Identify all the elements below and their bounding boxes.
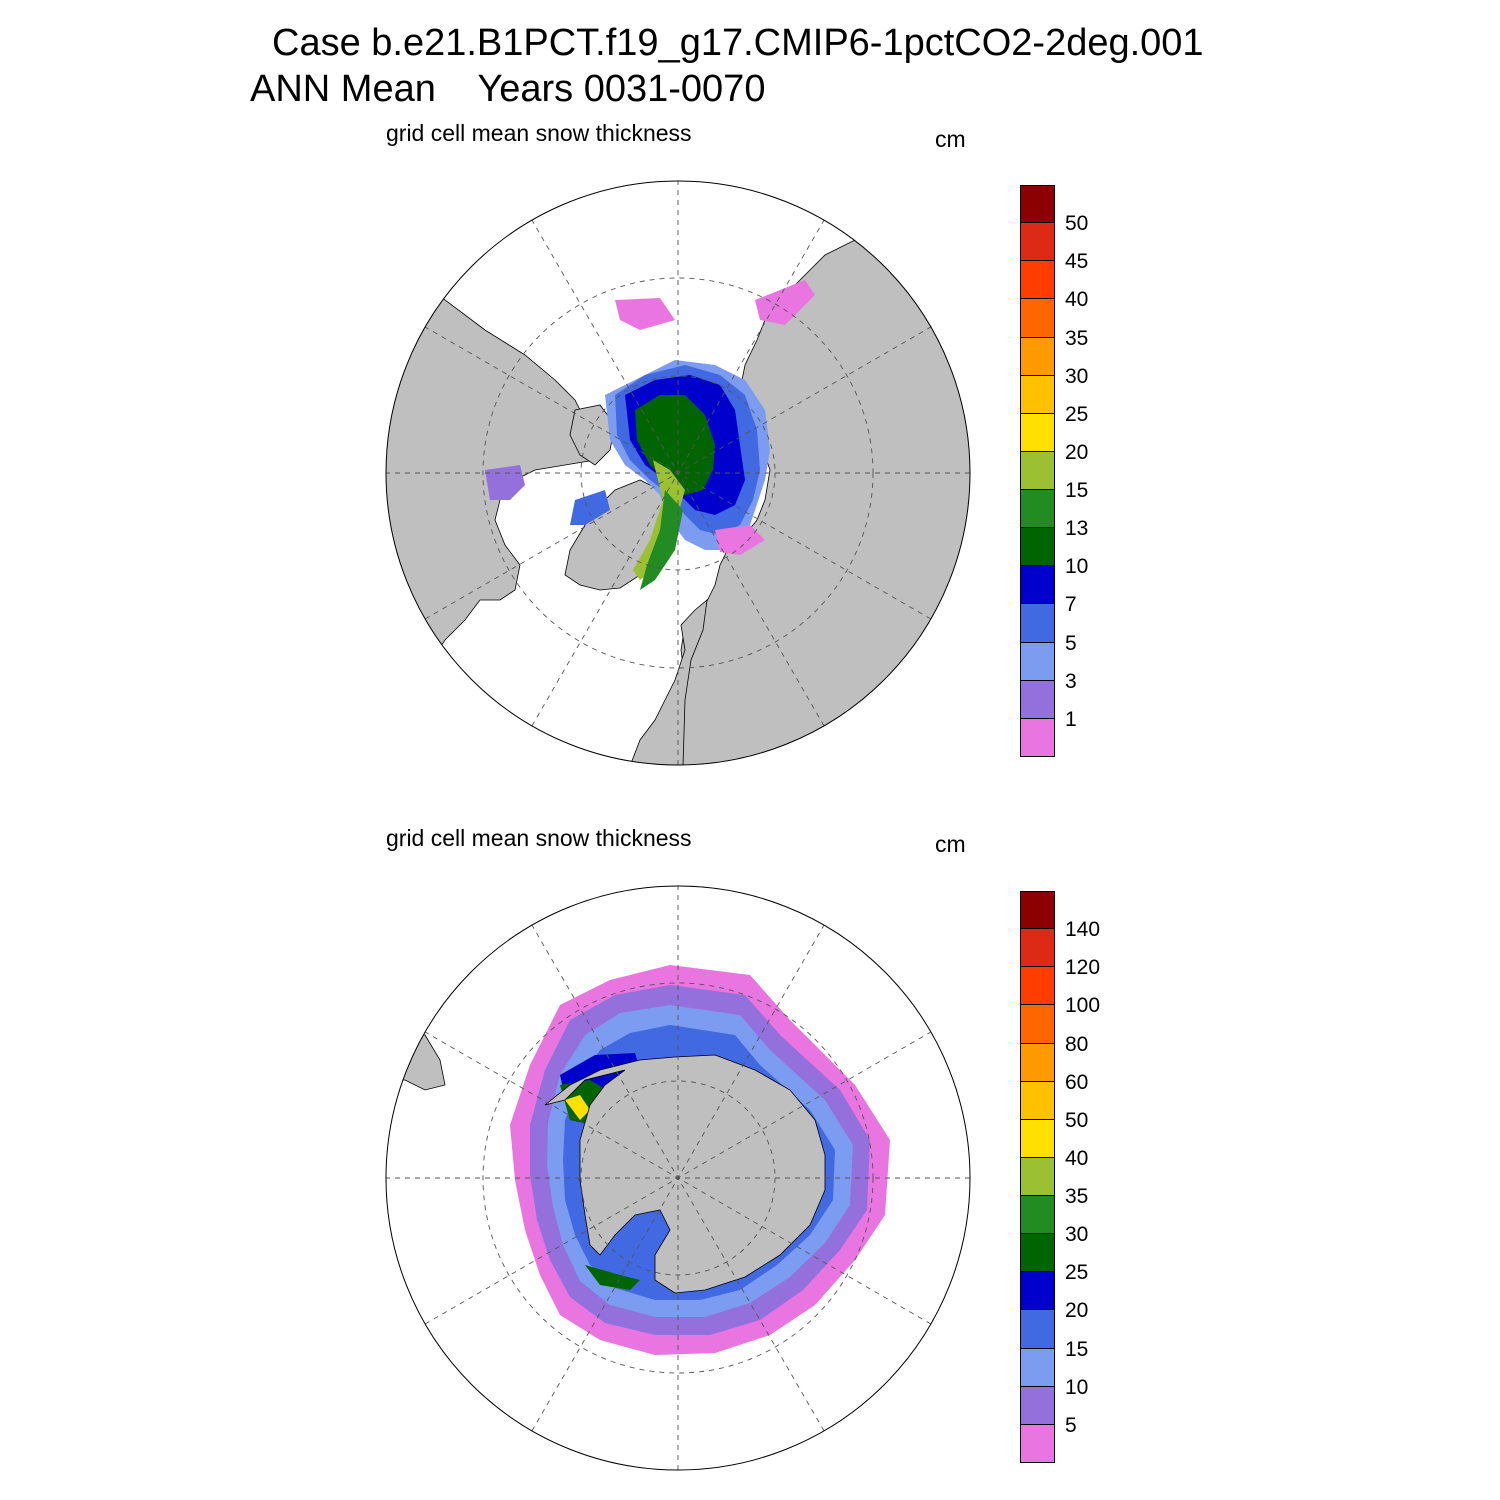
south-variable-label: grid cell mean snow thickness <box>386 825 692 851</box>
north-colorbar-box <box>1020 566 1055 605</box>
north-colorbar-box <box>1020 337 1055 376</box>
north-graticule <box>386 181 970 765</box>
south-colorbar-label: 35 <box>1065 1185 1089 1209</box>
north-colorbar-label: 1 <box>1065 707 1077 731</box>
south-colorbar-label: 120 <box>1065 956 1101 980</box>
south-colorbar-box <box>1020 1234 1055 1273</box>
north-colorbar-box <box>1020 642 1055 681</box>
north-variable-label: grid cell mean snow thickness <box>386 120 692 146</box>
north-colorbar-box <box>1020 451 1055 491</box>
south-map-border <box>385 885 971 1471</box>
south-colorbar-box <box>1020 1196 1055 1235</box>
period-title: ANN Mean Years 0031-0070 <box>250 68 766 110</box>
south-colorbar-box <box>1020 1157 1055 1197</box>
north-colorbar-label: 7 <box>1065 593 1077 617</box>
south-colorbar-box <box>1020 891 1055 930</box>
south-colorbar-box <box>1020 1043 1055 1082</box>
north-colorbar-box <box>1020 223 1055 262</box>
north-colorbar-label: 35 <box>1065 326 1089 350</box>
south-colorbar-label: 5 <box>1065 1413 1077 1437</box>
south-colorbar-box <box>1020 1310 1055 1349</box>
north-colorbar-box <box>1020 604 1055 643</box>
north-colorbar-label: 3 <box>1065 669 1077 693</box>
south-colorbar-label: 15 <box>1065 1337 1089 1361</box>
south-colorbar-box <box>1020 1272 1055 1311</box>
north-units-label: cm <box>935 126 966 152</box>
north-land-archipelago <box>569 404 616 466</box>
north-polar-map <box>385 180 971 766</box>
north-colorbar-label: 13 <box>1065 517 1089 541</box>
south-colorbar-box <box>1020 1386 1055 1425</box>
north-colorbar-box <box>1020 718 1055 757</box>
south-colorbar-label: 20 <box>1065 1299 1089 1323</box>
north-colorbar-label: 20 <box>1065 440 1089 464</box>
north-snow-1-hudson <box>570 490 610 525</box>
south-graticule <box>386 886 970 1470</box>
south-units-label: cm <box>935 831 966 857</box>
south-colorbar-box <box>1020 929 1055 968</box>
south-colorbar-box <box>1020 1119 1055 1158</box>
north-map-border <box>385 180 971 766</box>
north-colorbar-box <box>1020 185 1055 224</box>
south-colorbar-box <box>1020 1424 1055 1463</box>
north-colorbar: 50 45 40 35 30 25 20 15 13 10 7 5 3 1 <box>1020 185 1088 757</box>
north-colorbar-label: 40 <box>1065 288 1089 312</box>
south-colorbar-label: 40 <box>1065 1146 1089 1170</box>
north-colorbar-label: 10 <box>1065 555 1089 579</box>
north-snow-15 <box>633 460 685 580</box>
south-colorbar-box <box>1020 1005 1055 1044</box>
south-colorbar-label: 140 <box>1065 918 1101 942</box>
south-colorbar-label: 100 <box>1065 994 1101 1018</box>
south-colorbar-label: 60 <box>1065 1070 1089 1094</box>
south-colorbar-label: 30 <box>1065 1223 1089 1247</box>
north-snow-13 <box>640 490 683 590</box>
south-polar-map <box>385 885 971 1471</box>
north-land-europe <box>629 599 708 765</box>
north-snow-light-2 <box>755 280 815 325</box>
north-snow-light <box>615 298 675 330</box>
north-colorbar-box <box>1020 490 1055 529</box>
north-colorbar-label: 50 <box>1065 212 1089 236</box>
south-colorbar-label: 10 <box>1065 1375 1089 1399</box>
north-colorbar-box <box>1020 413 1055 452</box>
south-colorbar-label: 25 <box>1065 1261 1089 1285</box>
south-colorbar-box <box>1020 967 1055 1006</box>
north-colorbar-label: 15 <box>1065 479 1089 503</box>
north-snow-rim <box>715 525 765 555</box>
south-colorbar-box <box>1020 1348 1055 1387</box>
south-snow-35-west <box>565 1095 590 1120</box>
north-colorbar-box <box>1020 528 1055 567</box>
case-title: Case b.e21.B1PCT.f19_g17.CMIP6-1pctCO2-2… <box>272 22 1204 64</box>
north-snow-10 <box>635 395 715 495</box>
north-colorbar-box <box>1020 261 1055 300</box>
north-colorbar-box <box>1020 299 1055 338</box>
south-colorbar-box <box>1020 1081 1055 1120</box>
north-snow-1-europe <box>485 465 525 500</box>
south-snow-ross <box>585 1265 640 1290</box>
north-colorbar-box <box>1020 680 1055 719</box>
north-colorbar-box <box>1020 375 1055 414</box>
south-colorbar-label: 50 <box>1065 1108 1089 1132</box>
south-colorbar-label: 80 <box>1065 1032 1089 1056</box>
north-colorbar-label: 5 <box>1065 631 1077 655</box>
north-colorbar-label: 45 <box>1065 250 1089 274</box>
south-colorbar: 140 120 100 80 60 50 40 35 30 25 20 15 10 5 <box>1020 891 1100 1463</box>
north-colorbar-label: 30 <box>1065 364 1089 388</box>
north-colorbar-label: 25 <box>1065 402 1089 426</box>
